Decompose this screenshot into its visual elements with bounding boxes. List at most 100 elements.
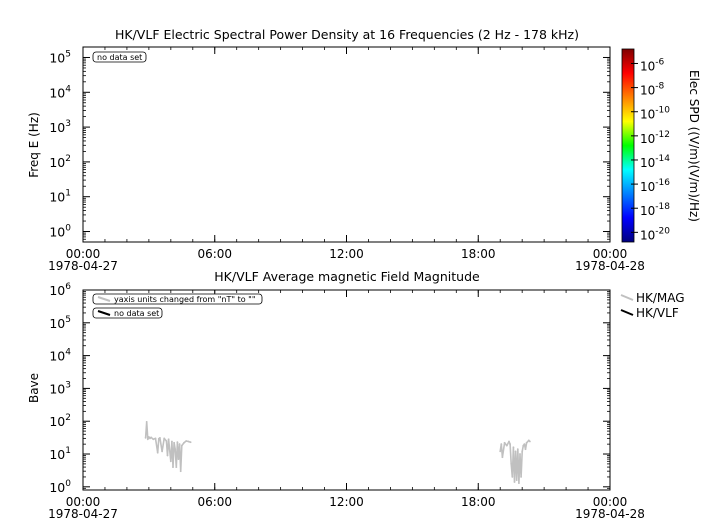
x-tick-label: 18:00 [461, 247, 496, 261]
top-y-axis: 100 101 102 103 104 105 [49, 46, 610, 243]
series-point [179, 470, 182, 473]
legend-swatch-hk-mag [620, 294, 634, 301]
colorbar-tick-label: 10-18 [640, 202, 670, 218]
series-point [171, 440, 173, 443]
series-point [187, 440, 190, 443]
series-point [523, 443, 526, 445]
x-tick-label: 12:00 [329, 247, 364, 261]
colorbar-tick-label: 10-8 [640, 82, 665, 98]
series-point [513, 481, 516, 483]
series-point [167, 438, 170, 441]
y-tick-label: 106 [49, 282, 71, 298]
series-point [161, 450, 164, 453]
bottom-plot-frame [82, 289, 611, 491]
series-point [175, 466, 178, 468]
bottom-panel-title: HK/VLF Average magnetic Field Magnitude [214, 269, 480, 284]
y-tick-label: 104 [49, 84, 71, 100]
colorbar-label: Elec SPD ((V/m)(V/m)/Hz) [687, 70, 701, 222]
legend-swatch-hk-vlf [620, 309, 634, 316]
series-point [189, 441, 192, 444]
series-point [144, 437, 147, 439]
series-point [512, 446, 515, 449]
series-point [516, 448, 519, 451]
legend-label-hk-mag: HK/MAG [636, 291, 685, 305]
series-point [514, 450, 517, 453]
x-tick-label: 12:00 [329, 495, 364, 509]
series-point [165, 440, 168, 442]
series-point [501, 456, 504, 459]
series-point [510, 463, 513, 465]
series-point [508, 440, 510, 443]
colorbar-tick-label: 10-20 [640, 226, 670, 242]
bottom-series-layer [144, 421, 531, 484]
top-annotation-text: no data set [97, 53, 142, 62]
series-point [150, 436, 153, 439]
nodata-annotation-text: no data set [114, 309, 159, 318]
series-point [529, 440, 531, 443]
series-point [159, 437, 161, 439]
series-point [178, 443, 181, 445]
top-y-axis-label: Freq E (Hz) [27, 112, 41, 178]
y-tick-label: 101 [49, 189, 71, 205]
colorbar-tick-label: 10-6 [640, 57, 665, 73]
x-tick-date: 1978-04-28 [575, 259, 645, 273]
colorbar-tick-label: 10-14 [640, 154, 670, 170]
series-point [172, 466, 174, 468]
series-point [146, 438, 149, 441]
series-point [505, 444, 508, 447]
y-tick-label: 103 [49, 380, 71, 396]
series-point [166, 454, 169, 457]
bottom-y-axis-label: Bave [27, 373, 41, 403]
legend-label-hk-vlf: HK/VLF [636, 306, 679, 320]
top-panel-title: HK/VLF Electric Spectral Power Density a… [115, 27, 579, 42]
series-point [154, 437, 157, 440]
bottom-annotation-units: yaxis units changed from "nT" to "" [92, 293, 263, 305]
series-point [180, 444, 183, 447]
series-point [177, 458, 180, 460]
series-point [520, 476, 522, 478]
series-point [174, 448, 177, 451]
x-tick-label: 00:00 [593, 495, 628, 509]
series-point [515, 479, 518, 481]
y-tick-label: 103 [49, 119, 71, 135]
series-point [156, 451, 159, 454]
series-point [509, 443, 511, 445]
series-point [511, 476, 514, 478]
legend: HK/MAG HK/VLF [620, 291, 685, 320]
y-tick-label: 100 [49, 479, 71, 495]
colorbar [621, 48, 635, 243]
top-annotation-badge: no data set [92, 51, 147, 63]
bottom-annotation-nodata: no data set [92, 307, 163, 319]
y-tick-label: 100 [49, 224, 71, 240]
series-point [183, 441, 185, 444]
y-tick-label: 104 [49, 348, 71, 364]
y-tick-label: 102 [49, 413, 71, 429]
units-annotation-text: yaxis units changed from "nT" to "" [114, 295, 256, 304]
x-tick-label: 06:00 [197, 495, 232, 509]
units-annotation-swatch [97, 296, 111, 302]
top-plot-frame [82, 46, 611, 243]
bottom-y-axis: 100 101 102 103 104 105 106 [49, 282, 610, 495]
y-tick-label: 105 [49, 49, 71, 65]
y-tick-label: 101 [49, 446, 71, 462]
series-point [525, 441, 528, 444]
series-point [503, 441, 506, 444]
series-point [173, 441, 176, 444]
series-point [527, 439, 530, 442]
colorbar-ticks: 10-6 10-8 10-10 10-12 10-14 10-16 10-18 10-20 [631, 57, 670, 242]
spectral-power-panel: HK/VLF Electric Spectral Power Density a… [27, 27, 701, 273]
series-point [185, 440, 188, 442]
series-point [499, 450, 502, 453]
y-tick-label: 105 [49, 315, 71, 331]
series-point [148, 436, 150, 438]
x-tick-label: 00:00 [593, 247, 628, 261]
x-tick-label: 00:00 [66, 495, 101, 509]
colorbar-tick-label: 10-10 [640, 106, 670, 122]
x-tick-date: 1978-04-28 [575, 507, 645, 521]
colorbar-tick-label: 10-12 [640, 130, 670, 146]
series-point [521, 450, 524, 453]
series-point [522, 444, 525, 447]
x-tick-label: 18:00 [461, 495, 496, 509]
